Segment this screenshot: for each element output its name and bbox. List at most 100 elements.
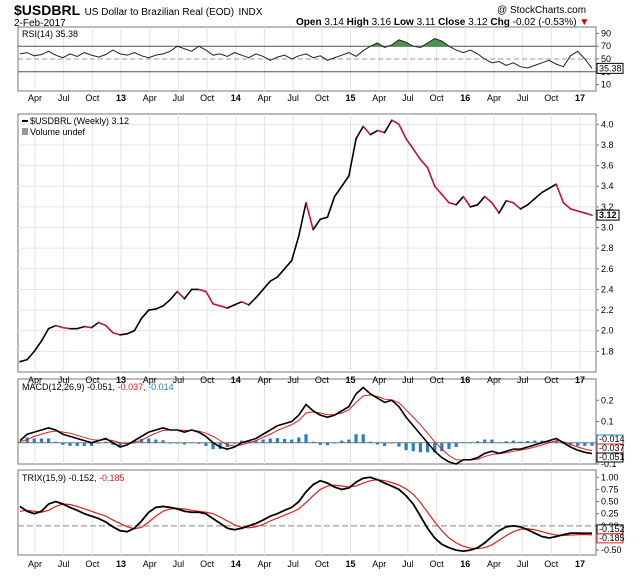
macd-histogram-bar — [47, 438, 51, 443]
price-segment — [269, 276, 279, 282]
rsi-panel-label: RSI(14) 35.38 — [22, 29, 78, 39]
macd-histogram-bar — [511, 440, 515, 443]
x-axis-label: Jul — [287, 93, 299, 103]
price-segment — [576, 210, 586, 214]
macd-histogram-bar — [68, 442, 72, 446]
trix-ytick-label: 0.75 — [601, 484, 619, 494]
chg-value: -0.02 (-0.53%) — [512, 17, 577, 28]
price-segment — [76, 325, 86, 330]
macd-histogram-bar — [447, 442, 451, 450]
macd-histogram-bar — [118, 442, 122, 447]
price-ytick-label: 2.6 — [601, 264, 614, 274]
macd-histogram-bar — [476, 441, 480, 443]
x-axis-label: Oct — [200, 93, 215, 103]
price-segment — [54, 324, 64, 329]
x-axis-label: Jul — [402, 93, 414, 103]
price-segment — [555, 183, 565, 204]
price-segment — [119, 333, 129, 336]
x-axis-label: Apr — [143, 93, 157, 103]
x-axis-label: 13 — [116, 93, 126, 103]
macd-histogram-bar — [418, 442, 422, 453]
x-axis-label: Apr — [487, 93, 501, 103]
exchange: INDX — [238, 7, 263, 18]
macd-histogram-bar — [232, 442, 237, 444]
macd-histogram-bar — [218, 442, 222, 450]
open-label: Open — [296, 17, 322, 28]
price-ytick-label: 1.8 — [601, 346, 614, 356]
x-axis-label: 16 — [460, 375, 470, 385]
price-segment — [90, 321, 100, 329]
x-axis-label: Apr — [372, 375, 386, 385]
macd-histogram-bar — [75, 442, 79, 446]
macd-histogram-bar — [39, 438, 44, 443]
macd-histogram-bar — [175, 442, 179, 444]
price-segment — [562, 201, 572, 210]
price-segment — [426, 166, 436, 188]
price-segment — [33, 340, 43, 353]
x-axis-label: Apr — [28, 375, 42, 385]
chart-title-row: $USDBRL US Dollar to Brazilian Real (EOD… — [14, 2, 262, 20]
rsi-overbought-fill — [20, 38, 592, 47]
price-ytick-label: 3.4 — [601, 181, 614, 191]
trix-ytick-label: 0.50 — [601, 497, 619, 507]
macd-histogram-bar — [461, 442, 465, 444]
macd-histogram-bar — [32, 438, 36, 443]
price-segment — [369, 129, 379, 136]
x-axis-label: Jul — [173, 375, 185, 385]
price-ytick-label: 2.2 — [601, 305, 614, 315]
rsi-ytick-label: 50 — [601, 54, 611, 64]
macd-histogram-bar — [204, 442, 208, 446]
trix-ytick-label: 1.00 — [601, 472, 619, 482]
price-segment — [476, 195, 486, 206]
macd-histogram-bar — [97, 442, 101, 444]
price-ytick-label: 3.2 — [601, 202, 614, 212]
x-axis-label: Jul — [517, 559, 529, 569]
trix-ytick-label: -0.50 — [601, 545, 622, 555]
trix-line — [19, 476, 592, 553]
price-segment — [312, 218, 322, 231]
rsi-ytick-label: 90 — [601, 28, 611, 38]
macd-histogram-bar — [490, 439, 494, 443]
x-axis-label: Apr — [487, 375, 501, 385]
x-axis-label: Jul — [517, 375, 529, 385]
x-axis-label: Jul — [517, 93, 529, 103]
x-axis-label: Oct — [544, 375, 559, 385]
x-axis-label: 16 — [460, 559, 470, 569]
price-segment — [169, 290, 179, 301]
price-segment — [362, 125, 372, 136]
price-ytick-label: 4.0 — [601, 119, 614, 129]
price-segment — [219, 305, 229, 309]
price-segment — [584, 212, 593, 216]
x-axis-label: Oct — [315, 93, 330, 103]
price-segment — [133, 317, 143, 332]
symbol-description: US Dollar to Brazilian Real (EOD) — [84, 7, 235, 18]
price-segment — [319, 216, 329, 221]
price-segment — [40, 327, 50, 342]
price-segment — [140, 309, 150, 320]
x-axis-label: 14 — [231, 559, 241, 569]
price-panel-label: $USDBRL (Weekly) 3.12 — [30, 116, 129, 126]
x-axis-label: 15 — [346, 375, 356, 385]
price-segment — [47, 324, 57, 330]
price-segment — [197, 288, 207, 293]
macd-panel-label: MACD(12,26,9) -0.051, -0.037, -0.014 — [22, 382, 174, 392]
macd-histogram-bar — [440, 442, 444, 452]
macd-histogram-bar — [104, 441, 108, 443]
macd-histogram-bar — [132, 440, 136, 443]
macd-histogram-bar — [311, 441, 315, 443]
x-axis-label: 13 — [116, 375, 126, 385]
macd-histogram-bar — [468, 442, 473, 444]
price-segment — [326, 195, 336, 218]
x-axis-label: Jul — [173, 93, 185, 103]
macd-histogram-bar — [54, 441, 58, 443]
symbol: $USDBRL — [14, 2, 81, 18]
price-segment — [526, 197, 536, 206]
price-segment — [390, 119, 400, 126]
price-segment — [105, 324, 114, 334]
open-value: 3.14 — [324, 17, 344, 28]
macd-histogram-bar — [61, 442, 65, 445]
price-segment — [248, 296, 257, 306]
ohlc-row: Open 3.14 High 3.16 Low 3.11 Close 3.12 … — [296, 17, 589, 28]
rsi-last-value-box — [596, 62, 624, 74]
price-segment — [19, 358, 28, 363]
